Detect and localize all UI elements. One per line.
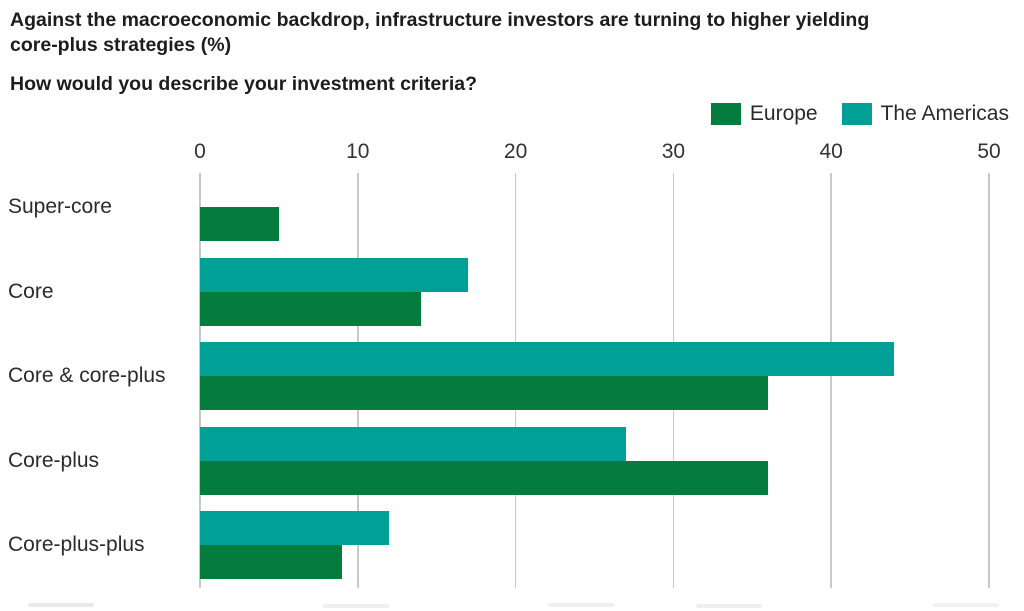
legend-label-europe: Europe — [749, 102, 818, 125]
bar-europe — [200, 545, 343, 580]
chart-title-line1: Against the macroeconomic backdrop, infr… — [10, 9, 870, 31]
chart-subtitle: How would you describe your investment c… — [10, 73, 478, 95]
legend-item-americas: The Americas — [841, 102, 1009, 126]
bar-europe — [200, 291, 421, 326]
chart-title-line2: core-plus strategies (%) — [10, 34, 232, 56]
category-label-core-plus: Core-plus — [8, 448, 100, 472]
gridline-40 — [830, 173, 832, 588]
axis-tick-label-0: 0 — [194, 140, 206, 163]
bar-the-americas — [200, 342, 895, 377]
category-label-super-core: Super-core — [8, 195, 112, 218]
axis-tick-label-40: 40 — [819, 140, 843, 163]
legend-item-europe: Europe — [710, 102, 818, 126]
cutoff-text-fragments — [28, 603, 94, 607]
category-label-core: Core — [8, 279, 54, 303]
bar-europe — [200, 376, 769, 411]
axis-tick-label-30: 30 — [661, 140, 686, 163]
category-label-core-plus-plus: Core-plus-plus — [8, 533, 145, 557]
axis-tick-label-10: 10 — [346, 140, 370, 163]
bar-the-americas — [200, 426, 627, 461]
axis-tick-label-20: 20 — [503, 140, 528, 163]
category-label-core-core-plus: Core & core-plus — [8, 364, 166, 388]
gridline-50 — [988, 173, 990, 588]
bar-europe — [200, 460, 769, 495]
americas-swatch-icon — [841, 103, 872, 125]
bar-europe — [200, 207, 279, 241]
bar-the-americas — [200, 511, 390, 546]
legend-label-americas: The Americas — [880, 102, 1009, 125]
chart-title: Against the macroeconomic backdrop, infr… — [10, 8, 869, 58]
axis-tick-label-50: 50 — [977, 140, 1001, 163]
europe-swatch-icon — [710, 103, 741, 125]
legend: Europe The Americas — [710, 102, 1009, 126]
bar-the-americas — [200, 257, 469, 292]
